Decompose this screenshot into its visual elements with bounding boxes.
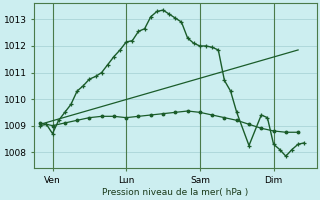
X-axis label: Pression niveau de la mer( hPa ): Pression niveau de la mer( hPa ) [102,188,248,197]
